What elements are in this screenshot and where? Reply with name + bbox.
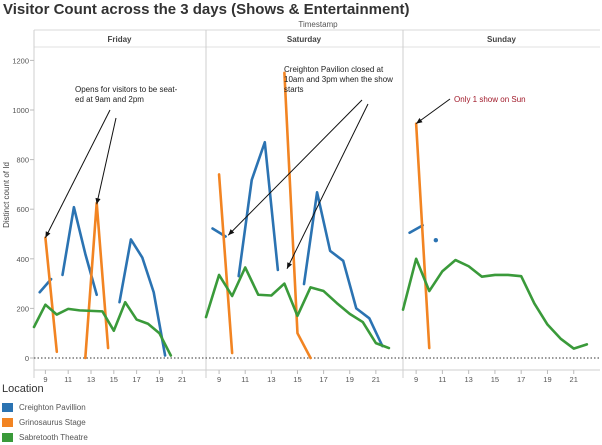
panel-header-friday: Friday [107,35,132,44]
x-tick-label: 21 [178,375,186,384]
series-point-creighton-pavillion [433,238,439,243]
panel-header-sunday: Sunday [487,35,516,44]
series-line-grinosaurus-stage [283,71,312,360]
series-line-grinosaurus-stage [44,236,59,354]
legend-label: Creighton Pavillion [19,403,86,412]
series-line-grinosaurus-stage [84,201,110,360]
x-tick-label: 13 [267,375,275,384]
chart-title: Visitor Count across the 3 days (Shows &… [3,1,410,18]
annotation-arrow-line [227,99,363,236]
y-tick-label: 800 [16,156,29,165]
y-axis-label: Distinct count of Id [2,162,11,228]
annotation-arrowhead [228,229,235,236]
x-tick-label: 11 [64,375,72,384]
legend-label: Grinosaurus Stage [19,418,86,427]
x-tick-label: 19 [346,375,354,384]
series-line-sabretooth-theatre [32,300,173,357]
x-tick-label: 15 [110,375,118,384]
series-line-creighton-pavillion [237,140,280,278]
panel-header-saturday: Saturday [287,35,322,44]
series-line-sabretooth-theatre [401,257,589,350]
legend-swatch [2,403,13,412]
legend-title: Location [2,383,44,395]
x-tick-label: 15 [293,375,301,384]
series-line-creighton-pavillion [408,224,425,235]
x-tick-label: 17 [517,375,525,384]
annotation-arrow-line [44,109,111,238]
annotation-arrowhead [287,262,292,269]
legend-item: Grinosaurus Stage [2,415,88,430]
x-tick-label: 17 [319,375,327,384]
x-tick-label: 13 [464,375,472,384]
x-tick-label: 13 [87,375,95,384]
x-tick-label: 9 [217,375,221,384]
x-tick-label: 17 [132,375,140,384]
y-tick-label: 200 [16,304,29,313]
legend: Location Creighton Pavillion Grinosaurus … [2,383,88,445]
annotation-text: Opens for visitors to be seat-ed at 9am … [75,85,178,104]
annotation-arrow-line [286,103,369,269]
y-tick-label: 1000 [12,106,29,115]
annotation-arrowhead [45,231,51,238]
series-line-creighton-pavillion [118,238,167,357]
y-tick-label: 400 [16,255,29,264]
annotation-arrow-line [96,117,117,205]
annotation-arrowhead [416,118,423,124]
series-line-creighton-pavillion [302,191,384,348]
series-line-sabretooth-theatre [204,266,391,350]
annotation-text: Creighton Pavilion closed at 10am and 3pm… [284,65,393,94]
column-header: Timestamp [298,20,338,29]
legend-item: Creighton Pavillion [2,400,88,415]
annotation-arrow-line [415,98,451,125]
series-line-grinosaurus-stage [217,173,234,355]
annotation-text: Only 1 show on Sun [454,95,526,104]
x-tick-label: 9 [414,375,418,384]
y-tick-label: 1200 [12,56,29,65]
y-tick-label: 600 [16,205,29,214]
x-tick-label: 9 [43,375,47,384]
legend-swatch [2,418,13,427]
y-tick-label: 0 [25,354,29,363]
x-tick-label: 15 [491,375,499,384]
x-tick-label: 11 [241,375,249,384]
x-tick-label: 11 [439,375,447,384]
x-tick-label: 21 [372,375,380,384]
x-tick-label: 19 [543,375,551,384]
x-tick-label: 19 [155,375,163,384]
series-line-grinosaurus-stage [414,122,431,350]
x-tick-label: 21 [570,375,578,384]
annotation-arrowhead [95,197,101,205]
